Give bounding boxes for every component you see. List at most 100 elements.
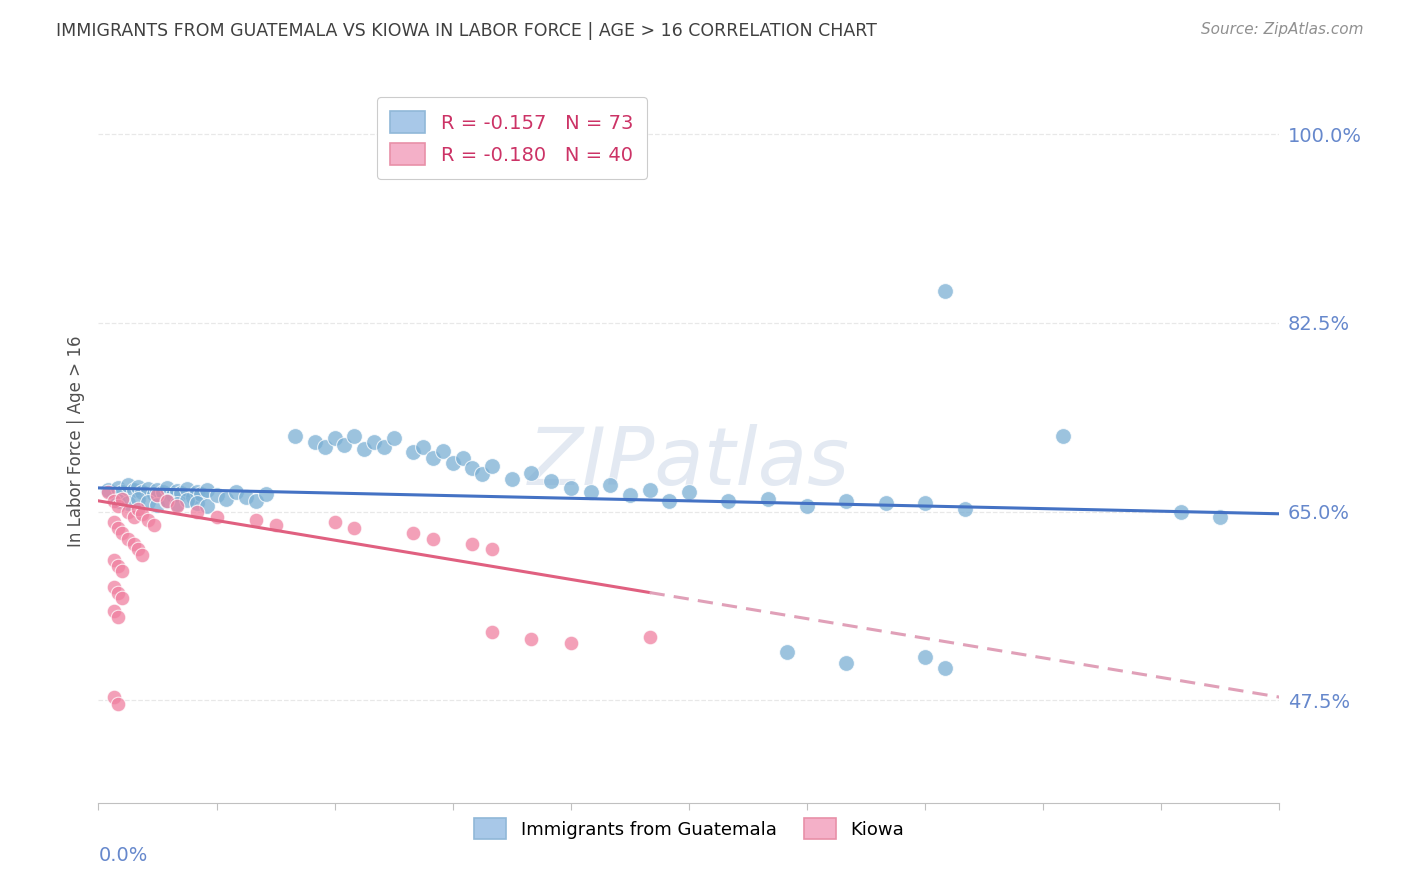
Point	[166, 484, 188, 499]
Point	[136, 482, 159, 496]
Point	[111, 526, 134, 541]
Point	[97, 483, 120, 497]
Point	[97, 485, 120, 500]
Point	[146, 498, 169, 512]
Point	[264, 517, 287, 532]
Point	[304, 434, 326, 449]
Point	[451, 450, 474, 465]
Point	[127, 480, 149, 494]
Point	[953, 502, 976, 516]
Point	[107, 481, 129, 495]
Point	[314, 440, 336, 454]
Point	[195, 500, 218, 514]
Point	[103, 493, 125, 508]
Point	[756, 491, 779, 506]
Point	[103, 553, 125, 567]
Point	[934, 661, 956, 675]
Text: 0.0%: 0.0%	[98, 847, 148, 865]
Point	[245, 493, 267, 508]
Point	[235, 490, 257, 504]
Point	[215, 491, 238, 506]
Point	[412, 440, 434, 454]
Point	[103, 580, 125, 594]
Point	[934, 284, 956, 298]
Point	[619, 488, 641, 502]
Point	[678, 485, 700, 500]
Point	[914, 650, 936, 665]
Point	[422, 450, 444, 465]
Point	[658, 493, 681, 508]
Point	[501, 472, 523, 486]
Point	[461, 537, 484, 551]
Point	[796, 500, 818, 514]
Point	[520, 632, 543, 646]
Point	[382, 431, 405, 445]
Point	[170, 486, 193, 500]
Point	[103, 690, 125, 705]
Point	[776, 645, 799, 659]
Point	[875, 496, 897, 510]
Point	[205, 510, 228, 524]
Point	[117, 532, 139, 546]
Point	[131, 507, 153, 521]
Point	[162, 488, 184, 502]
Point	[107, 500, 129, 514]
Point	[131, 485, 153, 500]
Point	[599, 477, 621, 491]
Point	[131, 548, 153, 562]
Text: ZIPatlas: ZIPatlas	[527, 425, 851, 502]
Point	[107, 521, 129, 535]
Point	[835, 656, 858, 670]
Text: Source: ZipAtlas.com: Source: ZipAtlas.com	[1201, 22, 1364, 37]
Point	[181, 490, 204, 504]
Point	[156, 493, 179, 508]
Point	[461, 461, 484, 475]
Point	[343, 521, 366, 535]
Point	[638, 630, 661, 644]
Point	[1170, 505, 1192, 519]
Point	[638, 483, 661, 497]
Point	[432, 444, 454, 458]
Point	[152, 485, 174, 500]
Point	[343, 429, 366, 443]
Point	[127, 542, 149, 557]
Point	[122, 483, 145, 497]
Point	[481, 625, 503, 640]
Point	[186, 505, 208, 519]
Point	[122, 510, 145, 524]
Point	[156, 481, 179, 495]
Point	[333, 438, 356, 452]
Point	[835, 493, 858, 508]
Point	[441, 456, 464, 470]
Point	[363, 434, 385, 449]
Point	[1209, 510, 1232, 524]
Point	[146, 483, 169, 497]
Point	[481, 459, 503, 474]
Point	[579, 485, 602, 500]
Point	[136, 495, 159, 509]
Point	[156, 493, 179, 508]
Point	[254, 487, 277, 501]
Point	[166, 500, 188, 514]
Point	[127, 491, 149, 506]
Point	[136, 513, 159, 527]
Point	[195, 483, 218, 497]
Point	[373, 440, 395, 454]
Point	[142, 487, 165, 501]
Point	[520, 466, 543, 480]
Point	[122, 537, 145, 551]
Point	[284, 429, 307, 443]
Point	[481, 542, 503, 557]
Point	[127, 502, 149, 516]
Point	[142, 517, 165, 532]
Point	[914, 496, 936, 510]
Point	[323, 431, 346, 445]
Point	[103, 516, 125, 530]
Point	[245, 513, 267, 527]
Point	[166, 497, 188, 511]
Point	[353, 442, 375, 456]
Point	[560, 481, 582, 495]
Text: IMMIGRANTS FROM GUATEMALA VS KIOWA IN LABOR FORCE | AGE > 16 CORRELATION CHART: IMMIGRANTS FROM GUATEMALA VS KIOWA IN LA…	[56, 22, 877, 40]
Point	[111, 591, 134, 605]
Point	[540, 475, 562, 489]
